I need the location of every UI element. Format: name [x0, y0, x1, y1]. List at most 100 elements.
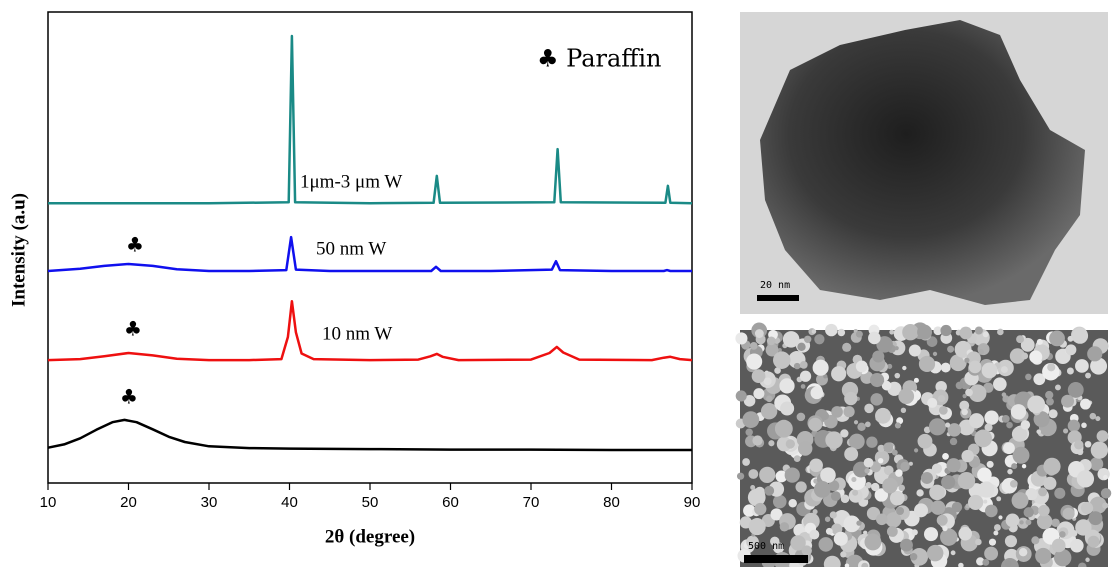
particle: [742, 411, 759, 428]
particle: [872, 350, 884, 362]
particle: [797, 343, 805, 351]
particle: [894, 373, 900, 379]
particle: [1063, 428, 1068, 433]
particle: [1087, 346, 1102, 361]
particle: [750, 485, 755, 490]
particle: [819, 537, 834, 552]
particle: [870, 393, 883, 406]
particle: [831, 366, 846, 381]
particle: [1016, 335, 1024, 343]
particle: [1002, 392, 1007, 397]
particle: [1021, 353, 1028, 360]
particle: [929, 418, 946, 435]
particle: [914, 378, 919, 383]
particle: [945, 422, 950, 427]
particle: [825, 324, 837, 336]
particle: [1038, 487, 1047, 496]
scale-bar-label: 20 nm: [760, 280, 790, 291]
particle: [1035, 548, 1051, 564]
particle: [795, 481, 806, 492]
particle: [1019, 548, 1027, 556]
particle: [870, 373, 884, 387]
particle: [956, 382, 964, 390]
particle: [767, 336, 776, 345]
particle: [1075, 359, 1089, 373]
particle: [1011, 463, 1017, 469]
particle: [755, 329, 764, 338]
particle: [961, 450, 973, 462]
particle: [838, 329, 845, 336]
particle: [843, 406, 854, 417]
tem-image: 20 nm: [740, 12, 1108, 314]
y-axis-label: Intensity (a.u): [8, 193, 29, 307]
x-tick-label: 70: [523, 494, 540, 511]
particle: [1026, 519, 1032, 525]
particle: [801, 384, 806, 389]
particle: [759, 467, 775, 483]
particle: [902, 324, 918, 340]
particle: [745, 428, 752, 435]
particle: [1038, 505, 1049, 516]
particle: [937, 515, 948, 526]
particle: [1063, 508, 1075, 520]
x-tick-label: 30: [201, 494, 218, 511]
particle: [989, 539, 996, 546]
particle: [1002, 415, 1010, 423]
particle: [917, 325, 932, 340]
particle: [1088, 536, 1100, 548]
particle: [1052, 539, 1066, 553]
particle: [1019, 520, 1023, 524]
particle: [856, 520, 861, 525]
particle: [963, 394, 967, 398]
particle: [889, 330, 894, 335]
particle: [929, 485, 945, 501]
particle: [1091, 442, 1108, 459]
particle: [808, 418, 822, 432]
particle: [786, 439, 795, 448]
particle: [766, 396, 773, 403]
particle: [983, 332, 989, 338]
x-tick-label: 40: [281, 494, 298, 511]
particle: [794, 455, 801, 462]
particle: [895, 422, 901, 428]
particle: [851, 477, 856, 482]
particle: [1003, 442, 1015, 454]
particle: [737, 473, 744, 480]
particle: [852, 490, 858, 496]
particle: [804, 336, 811, 343]
particle: [969, 361, 982, 374]
particle: [794, 363, 800, 369]
particle: [998, 515, 1002, 519]
particle: [752, 369, 766, 383]
particle: [982, 362, 998, 378]
particle: [783, 331, 800, 348]
particle: [952, 502, 962, 512]
particle: [1047, 363, 1055, 371]
particle: [1061, 395, 1074, 408]
particle: [840, 551, 846, 557]
particle: [1103, 475, 1108, 480]
particle: [985, 505, 998, 518]
particle: [809, 458, 823, 472]
particle: [736, 390, 747, 401]
particle: [856, 331, 863, 338]
particle: [931, 500, 946, 515]
particle: [753, 388, 764, 399]
particle: [1081, 423, 1087, 429]
particle: [961, 409, 967, 415]
particle: [1068, 420, 1080, 432]
particle: [864, 534, 881, 551]
particle: [899, 485, 905, 491]
particle: [984, 411, 998, 425]
particle: [1012, 492, 1029, 509]
particle: [735, 332, 747, 344]
particle: [754, 503, 766, 515]
particle: [933, 352, 937, 356]
page: 20 nm 500 nm 2θ (degree) Intensity (a.u)…: [0, 0, 1114, 567]
particle: [964, 358, 969, 363]
particle: [797, 413, 806, 422]
particle: [1011, 404, 1026, 419]
particle: [764, 486, 774, 496]
particle: [1055, 385, 1061, 391]
particle: [825, 517, 830, 522]
